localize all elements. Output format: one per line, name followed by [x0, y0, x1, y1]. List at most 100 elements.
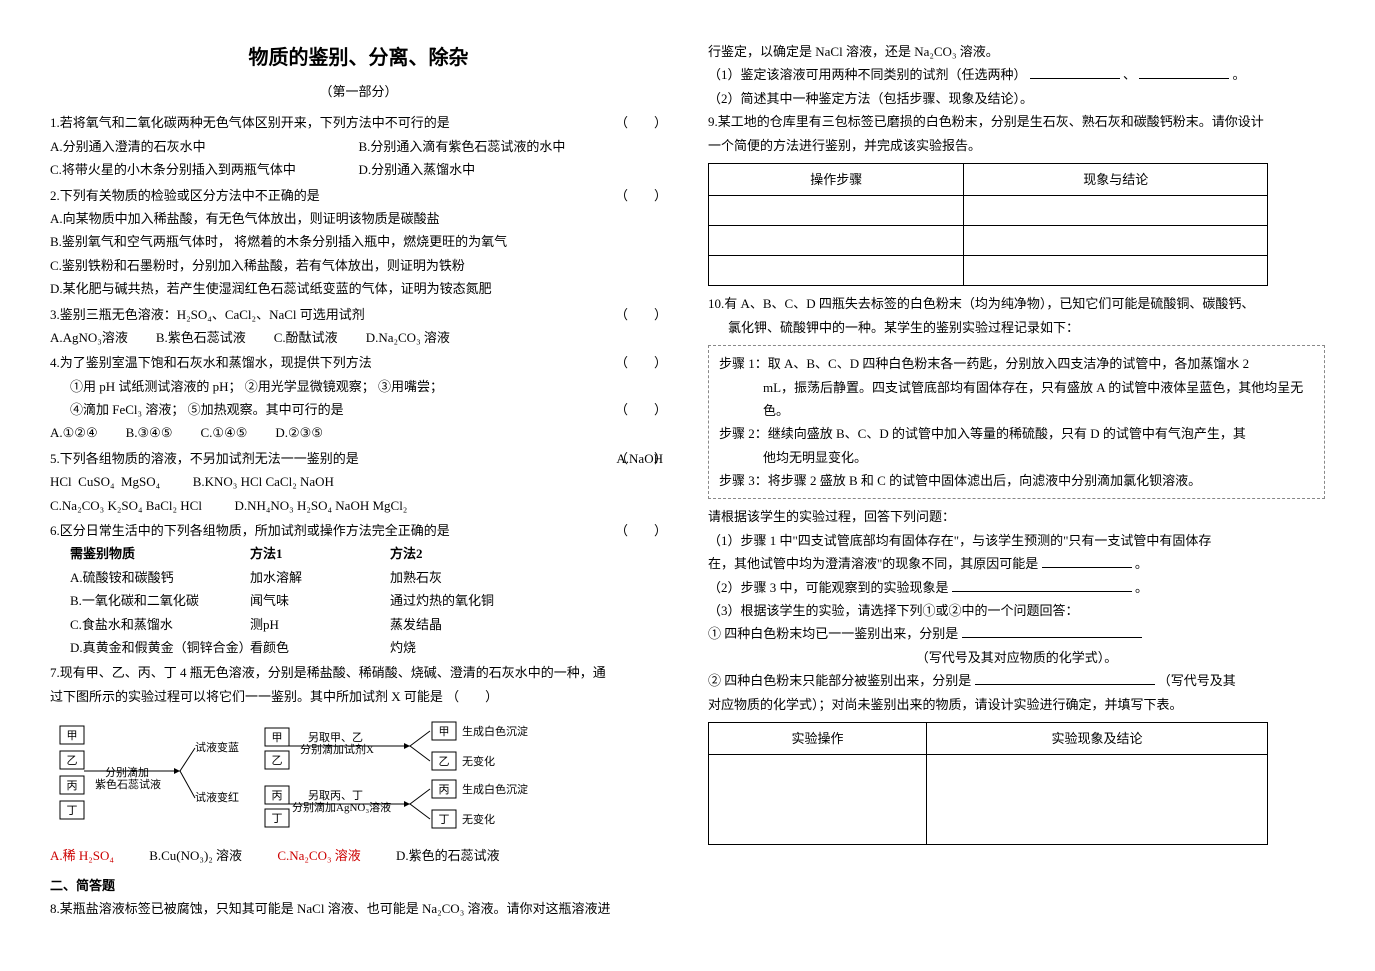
q7-diagram: 甲 乙 丙 丁 分别滴加 紫色石蕊试液 试液变蓝 试液变红 甲 乙 丙 丁 另取… [50, 716, 610, 836]
svg-text:分别滴加AgNO₃溶液: 分别滴加AgNO₃溶液 [292, 800, 391, 814]
svg-text:生成白色沉淀: 生成白色沉淀 [462, 724, 528, 738]
subtitle: （第一部分） [50, 80, 667, 103]
q10-step2a: 步骤 2：继续向盛放 B、C、D 的试管中加入等量的稀硫酸，只有 D 的试管中有… [719, 422, 1314, 445]
svg-text:生成白色沉淀: 生成白色沉淀 [462, 782, 528, 796]
q6-h1: 需鉴别物质 [70, 542, 250, 565]
q10-p3-2a-blank [975, 671, 1155, 685]
q5-stem: 5.下列各组物质的溶液，不另加试剂无法一一鉴别的是 [50, 451, 359, 466]
q10-line1: 10.有 A、B、C、D 四瓶失去标签的白色粉末（均为纯净物），已知它们可能是硫… [708, 292, 1325, 315]
svg-text:乙: 乙 [272, 754, 283, 767]
svg-text:甲: 甲 [439, 726, 450, 738]
svg-text:丁: 丁 [439, 814, 450, 826]
q6-r3c3: 灼烧 [390, 636, 667, 659]
q4-d: D.②③⑤ [275, 421, 323, 444]
q4-line3: ④滴加 FeCl₃ 溶液； ⑤加热观察。其中可行的是 [70, 402, 344, 417]
q7-stem1: 7.现有甲、乙、丙、丁 4 瓶无色溶液，分别是稀盐酸、稀硝酸、烧碱、澄清的石灰水… [50, 661, 667, 684]
q10-th1: 实验操作 [709, 722, 927, 754]
q3-a: A.AgNO₃溶液 [50, 326, 128, 349]
q4-paren: （ ） [615, 351, 667, 374]
q5-c: C.Na₂CO₃ K₂SO₄ BaCl₂ HCl [50, 498, 202, 513]
q8-line2: 行鉴定，以确定是 NaCl 溶液，还是 Na₂CO₃ 溶液。 [708, 40, 1325, 63]
q2-a: A.向某物质中加入稀盐酸，有无色气体放出，则证明该物质是碳酸盐 [50, 207, 667, 230]
q6: 6.区分日常生活中的下列各组物质，所加试剂或操作方法完全正确的是（ ） 需鉴别物… [50, 519, 667, 659]
q1-stem: 1.若将氧气和二氧化碳两种无色气体区别开来，下列方法中不可行的是 [50, 115, 450, 130]
q5: 5.下列各组物质的溶液，不另加试剂无法一一鉴别的是（ ） A.NaOH HCl … [50, 447, 667, 517]
q6-r0c2: 加水溶解 [250, 566, 390, 589]
svg-text:丁: 丁 [272, 813, 283, 825]
svg-text:甲: 甲 [272, 732, 283, 744]
q9-th1: 操作步骤 [709, 163, 964, 195]
q4-a: A.①②④ [50, 421, 98, 444]
q10-p1-blank [1042, 554, 1132, 568]
left-column: 物质的鉴别、分离、除杂 （第一部分） 1.若将氧气和二氧化碳两种无色气体区别开来… [30, 40, 688, 931]
svg-text:试液变蓝: 试液变蓝 [195, 740, 239, 754]
q5-b: B.KNO₃ HCl CaCl₂ NaOH [193, 474, 334, 489]
q10-p3-1: ① 四种白色粉末均已一一鉴别出来，分别是 [708, 626, 958, 641]
q3-c: C.酚酞试液 [274, 326, 338, 349]
svg-text:试液变红: 试液变红 [195, 790, 239, 804]
svg-text:丁: 丁 [67, 805, 78, 817]
q10-th2: 实验现象及结论 [926, 722, 1267, 754]
q1-b: B.分别通入滴有紫色石蕊试液的水中 [359, 135, 668, 158]
q2-c: C.鉴别铁粉和石墨粉时，分别加入稀盐酸，若有气体放出，则证明为铁粉 [50, 254, 667, 277]
q7-b: B.Cu(NO₃)₂ 溶液 [149, 848, 242, 863]
svg-text:丙: 丙 [439, 784, 450, 796]
q10-p3-note: （写代号及其对应物质的化学式）。 [708, 646, 1325, 669]
q10-ask: 请根据该学生的实验过程，回答下列问题： [708, 505, 1325, 528]
q5-a-tag: A.NaOH [616, 447, 663, 470]
q6-r1c1: B.一氧化碳和二氧化碳 [70, 589, 250, 612]
svg-text:紫色石蕊试液: 紫色石蕊试液 [95, 777, 161, 791]
q6-h3: 方法2 [390, 542, 667, 565]
q6-r0c1: A.硫酸铵和碳酸钙 [70, 566, 250, 589]
q10-p3-2b: （写代号及其 [1158, 673, 1236, 688]
svg-text:甲: 甲 [67, 730, 78, 742]
q4-stem: 4.为了鉴别室温下饱和石灰水和蒸馏水，现提供下列方法 [50, 355, 372, 370]
q2-stem: 2.下列有关物质的检验或区分方法中不正确的是 [50, 188, 320, 203]
svg-text:另取甲、乙: 另取甲、乙 [308, 731, 363, 744]
svg-text:丙: 丙 [272, 790, 283, 802]
q9-th2: 现象与结论 [964, 163, 1268, 195]
q10-p1b: 在，其他试管中均为澄清溶液"的现象不同，其原因可能是 [708, 556, 1038, 571]
q2: 2.下列有关物质的检验或区分方法中不正确的是 （ ） A.向某物质中加入稀盐酸，有… [50, 184, 667, 301]
q1-d: D.分别通入蒸馏水中 [359, 158, 668, 181]
q3: 3.鉴别三瓶无色溶液：H₂SO₄、CaCl₂、NaCl 可选用试剂（ ） A.A… [50, 303, 667, 350]
q9-table: 操作步骤现象与结论 [708, 163, 1268, 286]
q10-step1b: mL，振荡后静置。四支试管底部均有固体存在，只有盛放 A 的试管中液体呈蓝色，其… [719, 376, 1314, 423]
q8-line1: 8.某瓶盐溶液标签已被腐蚀，只知其可能是 NaCl 溶液、也可能是 Na₂CO₃… [50, 897, 667, 920]
svg-text:无变化: 无变化 [462, 754, 495, 768]
q6-r3c1: D.真黄金和假黄金（铜锌合金） [70, 636, 250, 659]
right-column: 行鉴定，以确定是 NaCl 溶液，还是 Na₂CO₃ 溶液。 （1）鉴定该溶液可… [688, 40, 1345, 931]
q10-step3: 步骤 3：将步骤 2 盛放 B 和 C 的试管中固体滤出后，向滤液中分别滴加氯化… [719, 469, 1314, 492]
q8-blank1 [1030, 65, 1120, 79]
svg-text:无变化: 无变化 [462, 812, 495, 826]
section2-hdr: 二、简答题 [50, 874, 667, 897]
q1-a: A.分别通入澄清的石灰水中 [50, 135, 359, 158]
q10-line2: 氯化钾、硫酸钾中的一种。某学生的鉴别实验过程记录如下： [708, 316, 1325, 339]
q6-r1c3: 通过灼热的氧化铜 [390, 589, 667, 612]
q5-d: D.NH₄NO₃ H₂SO₄ NaOH MgCl₂ [234, 498, 407, 513]
q9-line2: 一个简便的方法进行鉴别，并完成该实验报告。 [708, 134, 1325, 157]
q6-h2: 方法1 [250, 542, 390, 565]
q9-line1: 9.某工地的仓库里有三包标签已磨损的白色粉末，分别是生石灰、熟石灰和碳酸钙粉末。… [708, 110, 1325, 133]
q10: 10.有 A、B、C、D 四瓶失去标签的白色粉末（均为纯净物），已知它们可能是硫… [708, 292, 1325, 845]
q7: 7.现有甲、乙、丙、丁 4 瓶无色溶液，分别是稀盐酸、稀硝酸、烧碱、澄清的石灰水… [50, 661, 667, 867]
q10-table: 实验操作实验现象及结论 [708, 722, 1268, 845]
q3-b: B.紫色石蕊试液 [156, 326, 246, 349]
svg-text:丙: 丙 [67, 780, 78, 792]
svg-text:分别滴加试剂X: 分别滴加试剂X [300, 742, 374, 756]
q4-line2: ①用 pH 试纸测试溶液的 pH； ②用光学显微镜观察； ③用嘴尝； [50, 375, 667, 398]
q4-paren2: （ ） [615, 398, 667, 421]
q2-paren: （ ） [615, 184, 667, 207]
q1: 1.若将氧气和二氧化碳两种无色气体区别开来，下列方法中不可行的是（ ） A.分别… [50, 111, 667, 181]
q10-p1end: 。 [1135, 556, 1148, 571]
main-title: 物质的鉴别、分离、除杂 [50, 40, 667, 76]
q8-p1mid: 、 [1123, 67, 1136, 82]
svg-text:分别滴加: 分别滴加 [105, 765, 149, 779]
q4-c: C.①④⑤ [201, 421, 248, 444]
q10-step1a: 步骤 1：取 A、B、C、D 四种白色粉末各一药匙，分别放入四支洁净的试管中，各… [719, 352, 1314, 375]
svg-text:乙: 乙 [439, 755, 450, 768]
svg-text:乙: 乙 [67, 754, 78, 767]
q7-d: D.紫色的石蕊试液 [396, 848, 500, 863]
q10-p3-1-blank [962, 624, 1142, 638]
q2-d: D.某化肥与碱共热，若产生使湿润红色石蕊试纸变蓝的气体，证明为铵态氮肥 [50, 277, 667, 300]
